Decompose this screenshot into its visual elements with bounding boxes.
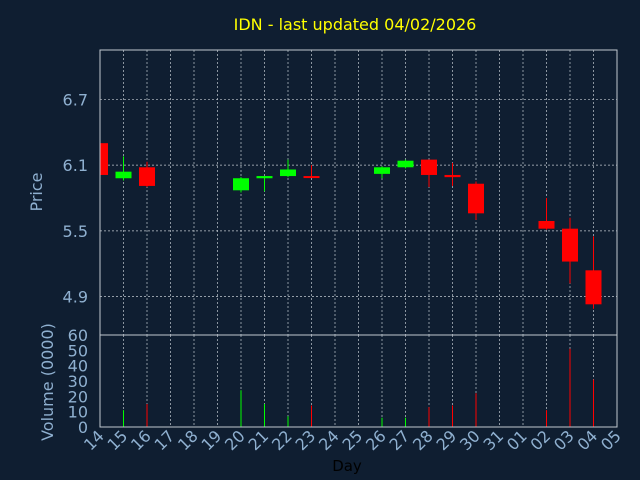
volume-axis-label: Volume (0000) (38, 323, 57, 441)
candle-body (233, 178, 249, 191)
candles (99, 143, 602, 309)
candle-body (585, 270, 602, 305)
price-tick-label: 6.7 (63, 90, 88, 109)
candle-body (303, 176, 320, 179)
volume-bars (123, 348, 594, 427)
candle-body (421, 159, 437, 175)
volume-tick-label: 20 (68, 387, 88, 406)
candle-body (115, 171, 132, 179)
day-tick-label: 05 (597, 426, 625, 454)
volume-tick-label: 10 (68, 403, 88, 422)
price-grid (100, 50, 617, 335)
candle-body (256, 176, 273, 179)
price-axis-label: Price (27, 172, 46, 211)
candle-body (468, 183, 484, 214)
volume-tick-label: 30 (68, 372, 88, 391)
candle-body (280, 169, 296, 177)
x-axis-label: Day (332, 457, 362, 475)
volume-tick-label: 0 (78, 418, 88, 437)
volume-plot-frame (99, 334, 618, 428)
volume-grid (123, 335, 594, 427)
price-tick-label: 4.9 (63, 288, 88, 307)
price-plot-frame (99, 49, 618, 336)
price-tick-label: 6.1 (63, 156, 88, 175)
volume-tick-label: 40 (68, 357, 88, 376)
candle-body (562, 228, 578, 262)
candle-body (397, 160, 414, 168)
volume-tick-label: 50 (68, 341, 88, 360)
price-tick-label: 5.5 (63, 222, 88, 241)
candle-body (139, 167, 155, 186)
candle-body (538, 221, 555, 229)
candle-body (444, 174, 461, 178)
candle-body (100, 143, 108, 175)
chart-title: IDN - last updated 04/02/2026 (234, 15, 477, 34)
day-tick-labels: 1415161718192021222324252627282930310102… (80, 426, 625, 454)
candle-body (374, 167, 390, 174)
price-tick-labels: 4.9 5.5 6.1 6.7 (63, 90, 88, 306)
volume-tick-label: 60 (68, 326, 88, 345)
